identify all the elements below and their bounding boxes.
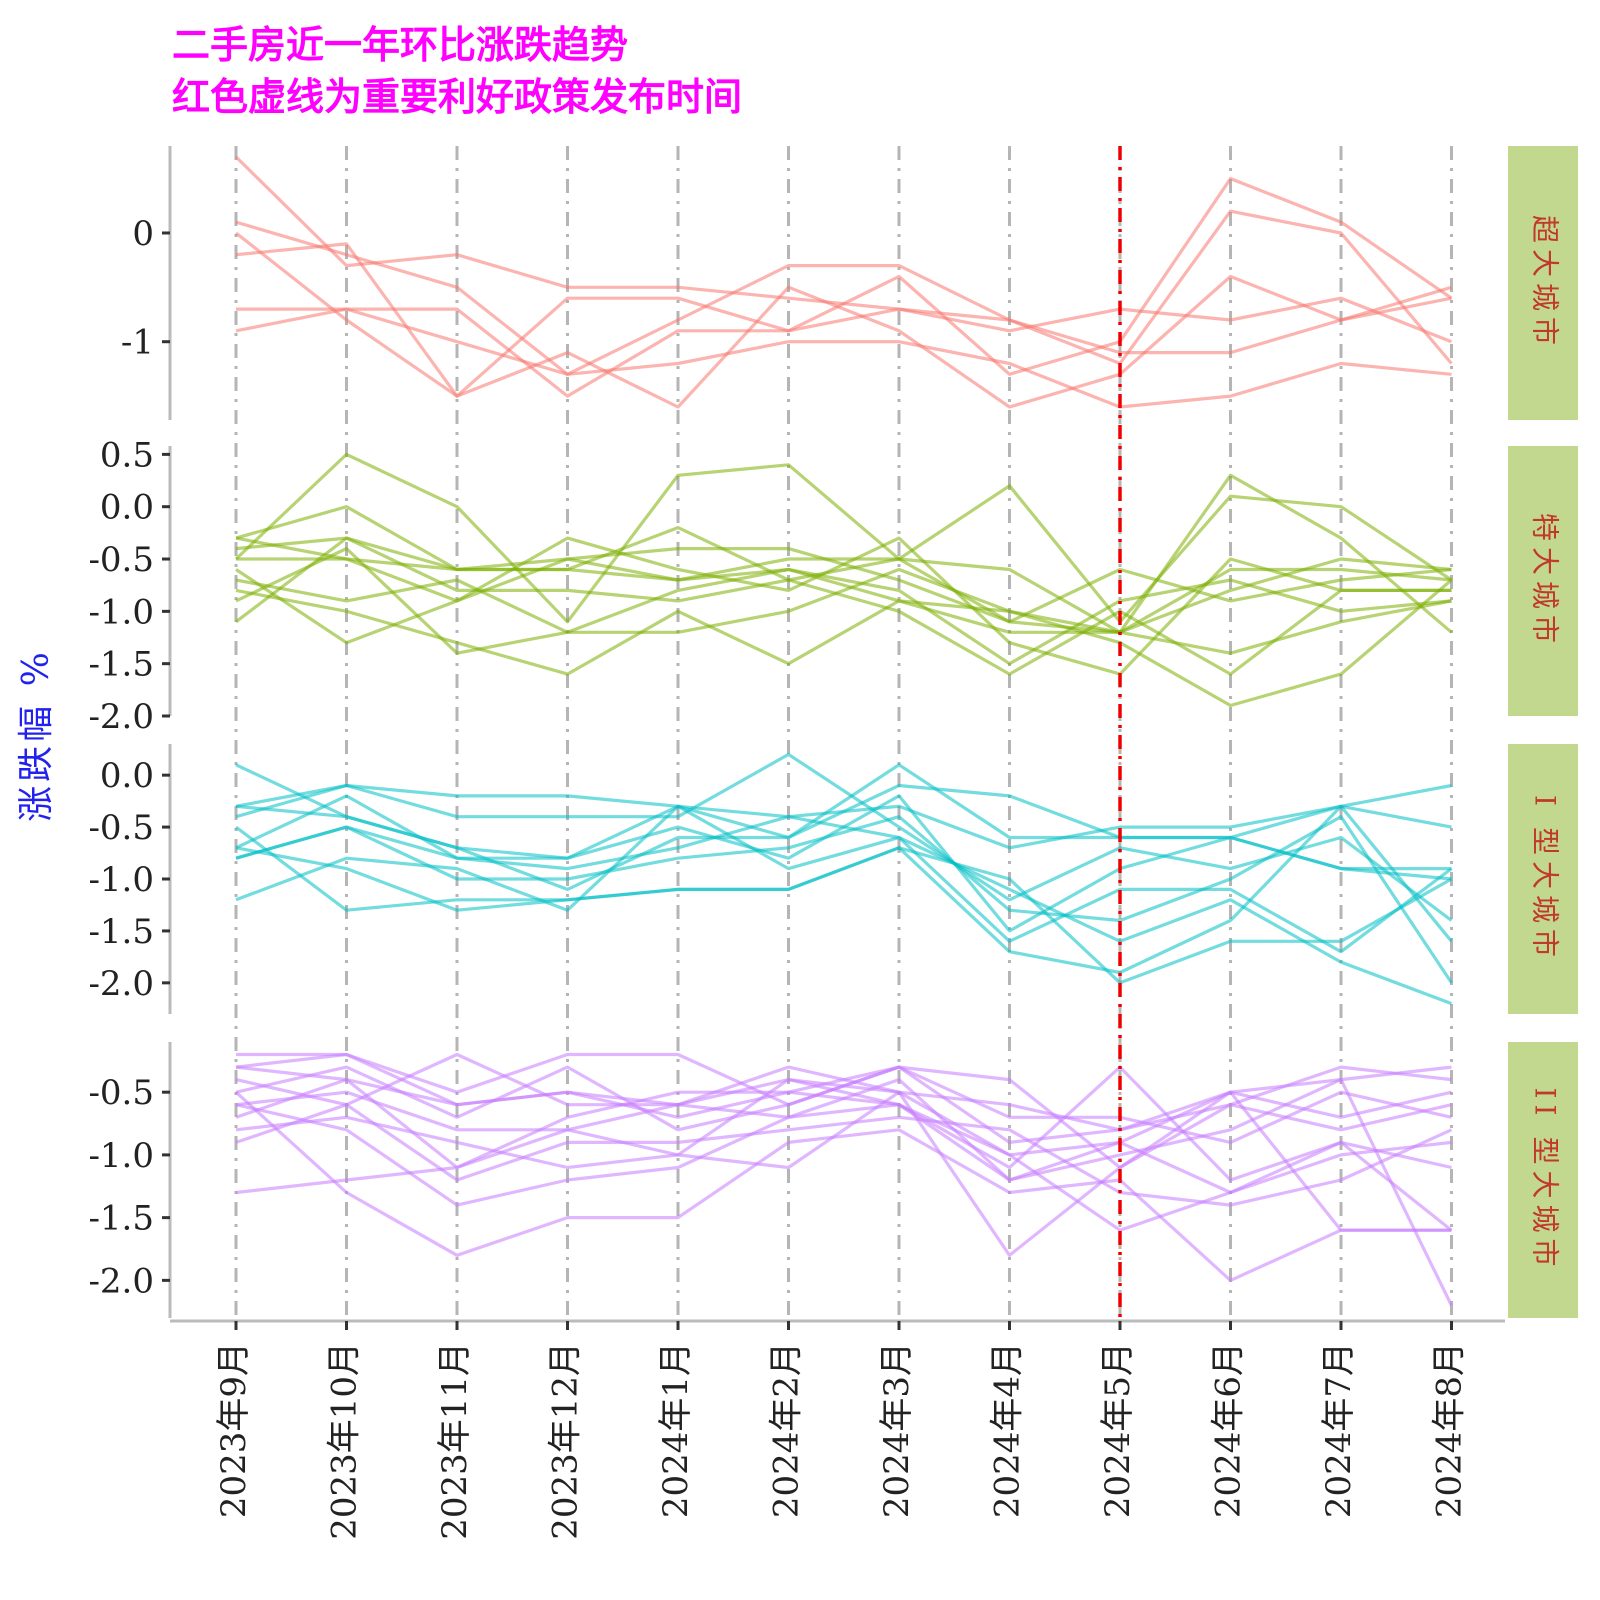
facet-strip-label: II 型大城市	[1529, 1087, 1562, 1272]
y-tick-label: -1	[121, 323, 154, 363]
series-line	[235, 536, 1452, 634]
y-tick-label: -1.0	[88, 1136, 154, 1176]
facet-strip	[1508, 146, 1578, 420]
facet-strip-label: I 型大城市	[1529, 795, 1562, 963]
series-line	[235, 177, 1453, 398]
y-tick-label: -1.0	[88, 592, 154, 632]
x-tick-label: 2024年8月	[1430, 1342, 1470, 1518]
series-line	[235, 484, 1453, 624]
y-tick-label: -1.5	[88, 912, 154, 952]
y-tick-label: -0.5	[88, 808, 154, 848]
y-tick-label: -2.0	[88, 964, 154, 1004]
series-line	[235, 815, 1453, 984]
x-tick-label: 2024年7月	[1319, 1342, 1359, 1518]
facet-strip	[1508, 446, 1578, 716]
y-tick-label: -1.5	[88, 1199, 154, 1239]
series-line	[235, 1052, 1452, 1157]
chart-title-line-2: 红色虚线为重要利好政策发布时间	[172, 75, 743, 119]
facet-strip-label: 超大城市	[1529, 215, 1562, 351]
series-line	[234, 452, 1453, 634]
y-tick-label: -1.5	[88, 645, 154, 685]
series-line	[235, 220, 1452, 376]
y-axis-title: 涨跌幅 %	[16, 648, 57, 822]
series-line	[235, 1103, 1453, 1207]
x-tick-label: 2024年1月	[656, 1342, 696, 1518]
x-tick-label: 2023年10月	[325, 1342, 365, 1540]
x-tick-label: 2024年4月	[988, 1342, 1028, 1518]
series-line	[235, 815, 1453, 1006]
series-line	[236, 209, 1453, 398]
series-line	[235, 1090, 1452, 1232]
series-line	[235, 307, 1452, 409]
y-tick-label: -2.0	[88, 1261, 154, 1301]
y-tick-label: -0.5	[88, 1073, 154, 1113]
y-tick-label: -1.0	[88, 860, 154, 900]
series-line	[235, 804, 1453, 975]
series-line	[235, 752, 1453, 922]
series-line	[235, 536, 1453, 708]
facet-strip	[1508, 744, 1578, 1014]
chart-title-line-1: 二手房近一年环比涨跌趋势	[172, 23, 629, 67]
x-tick-label: 2024年5月	[1098, 1342, 1138, 1518]
series-line	[235, 1065, 1452, 1182]
y-tick-label: 0.0	[100, 488, 154, 528]
y-tick-label: 0	[132, 214, 154, 254]
y-tick-label: -0.5	[88, 540, 154, 580]
series-line	[235, 536, 1452, 676]
y-tick-label: -2.0	[88, 697, 154, 737]
series-line	[234, 155, 1453, 344]
series-line	[235, 1065, 1452, 1132]
series-line	[235, 536, 1452, 676]
x-tick-label: 2024年2月	[767, 1342, 807, 1518]
x-tick-label: 2023年12月	[546, 1342, 586, 1540]
series-line	[235, 783, 1452, 892]
series-line	[234, 1091, 1452, 1283]
x-tick-label: 2023年11月	[435, 1342, 475, 1540]
y-tick-label: 0.0	[100, 756, 154, 796]
series-line	[235, 546, 1452, 655]
y-tick-label: 0.5	[100, 435, 154, 475]
facet-strip-label: 特大城市	[1529, 513, 1562, 649]
series-line	[235, 1077, 1453, 1307]
x-tick-label: 2023年9月	[214, 1342, 254, 1518]
facet-strip	[1508, 1042, 1578, 1318]
series-line	[235, 231, 1452, 409]
series-line	[235, 1077, 1452, 1257]
x-tick-label: 2024年6月	[1209, 1342, 1249, 1518]
series-line	[235, 825, 1453, 985]
x-tick-label: 2024年3月	[877, 1342, 917, 1518]
